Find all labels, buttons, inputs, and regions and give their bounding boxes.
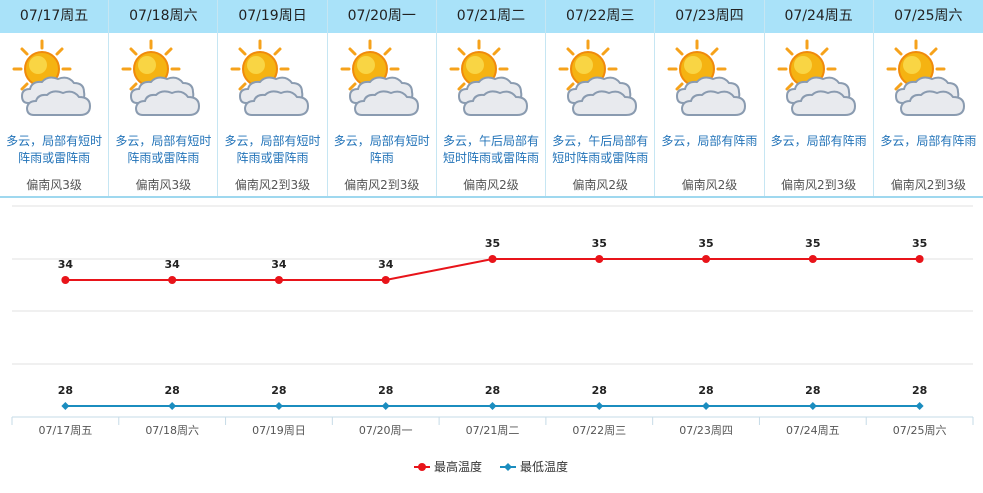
high-temp-label: 35 — [698, 237, 713, 250]
wind-info: 偏南风2级 — [572, 178, 629, 192]
low-temp-point — [702, 402, 711, 410]
daily-forecast-strip: 07/17周五 多云，局部有短时阵雨或雷阵雨 偏南风3级 07/18周六 多云，… — [0, 0, 983, 198]
low-temp-point — [595, 402, 604, 410]
low-temp-label: 28 — [271, 384, 286, 397]
legend-low-label: 最低温度 — [520, 459, 568, 474]
weather-description: 多云，局部有短时阵雨或雷阵雨 — [224, 134, 321, 165]
high-temp-label: 35 — [805, 237, 820, 250]
high-temp-point — [808, 255, 817, 263]
day-column: 07/22周三 多云，午后局部有短时阵雨或雷阵雨 偏南风2级 — [546, 0, 656, 196]
weather-description: 多云，局部有阵雨 — [880, 134, 977, 148]
day-date: 07/19周日 — [218, 0, 327, 33]
day-column: 07/19周日 多云，局部有短时阵雨或雷阵雨 偏南风2到3级 — [218, 0, 328, 196]
day-column: 07/17周五 多云，局部有短时阵雨或雷阵雨 偏南风3级 — [0, 0, 110, 196]
low-temp-point — [168, 402, 177, 410]
high-temp-point — [381, 276, 390, 284]
high-temp-point — [915, 255, 924, 263]
low-temp-point — [381, 402, 390, 410]
temperature-chart: 07/17周五 07/18周六 07/19周日 07/20周一 07/21周二 07/22… — [11, 205, 974, 474]
low-temp-point — [808, 402, 817, 410]
legend-low-marker — [504, 463, 512, 471]
partly-cloudy-sun-icon — [667, 39, 753, 119]
low-temp-label: 28 — [805, 384, 820, 397]
x-tick-label: 07/20周一 — [359, 424, 413, 437]
low-temp-point — [488, 402, 497, 410]
day-column: 07/18周六 多云，局部有短时阵雨或雷阵雨 偏南风3级 — [109, 0, 219, 196]
x-tick-label: 07/21周二 — [466, 424, 520, 437]
low-temp-point — [61, 402, 70, 410]
day-column: 07/24周五 多云，局部有阵雨 偏南风2到3级 — [764, 0, 874, 196]
day-date: 07/21周二 — [436, 0, 546, 33]
low-temp-label: 28 — [592, 384, 607, 397]
partly-cloudy-sun-icon — [230, 39, 316, 119]
day-date: 07/17周五 — [0, 0, 109, 33]
partly-cloudy-sun-icon — [777, 39, 863, 119]
day-date: 07/23周四 — [655, 0, 764, 33]
wind-info: 偏南风2级 — [681, 178, 738, 192]
legend-high-marker — [418, 463, 426, 471]
high-temp-label: 34 — [58, 258, 74, 271]
high-temp-label: 34 — [271, 258, 287, 271]
day-date: 07/20周一 — [327, 0, 436, 33]
x-tick-label: 07/23周四 — [679, 424, 733, 437]
low-temp-label: 28 — [378, 384, 393, 397]
wind-info: 偏南风2级 — [463, 178, 519, 192]
wind-info: 偏南风2到3级 — [781, 178, 857, 192]
weather-description: 多云，局部有阵雨 — [770, 134, 867, 148]
weather-description: 多云，局部有短时阵雨或雷阵雨 — [6, 134, 103, 165]
high-temp-point — [274, 276, 283, 284]
day-date: 07/18周六 — [109, 0, 218, 33]
low-temp-label: 28 — [912, 384, 927, 397]
day-date: 07/24周五 — [764, 0, 873, 33]
weather-description: 多云，午后局部有短时阵雨或雷阵雨 — [552, 134, 649, 165]
day-column: 07/21周二 多云，午后局部有短时阵雨或雷阵雨 偏南风2级 — [436, 0, 547, 196]
high-temp-point — [61, 276, 70, 284]
wind-info: 偏南风2到3级 — [344, 178, 420, 192]
x-tick-label: 07/18周六 — [145, 424, 199, 437]
day-date: 07/22周三 — [546, 0, 655, 33]
high-temp-point — [488, 255, 497, 263]
low-temp-point — [274, 402, 283, 410]
low-temp-point — [915, 402, 924, 410]
high-temp-point — [595, 255, 604, 263]
high-temp-label: 35 — [592, 237, 607, 250]
partly-cloudy-sun-icon — [886, 39, 972, 119]
partly-cloudy-sun-icon — [121, 39, 207, 119]
low-temp-label: 28 — [58, 384, 73, 397]
day-column: 07/20周一 多云，局部有短时阵雨 偏南风2到3级 — [327, 0, 437, 196]
x-tick-label: 07/24周五 — [786, 424, 840, 437]
high-temp-point — [702, 255, 711, 263]
wind-info: 偏南风2到3级 — [234, 178, 311, 192]
high-temp-point — [168, 276, 177, 284]
day-column: 07/23周四 多云，局部有阵雨 偏南风2级 — [655, 0, 765, 196]
day-date: 07/25周六 — [873, 0, 983, 33]
weather-description: 多云，午后局部有短时阵雨或雷阵雨 — [442, 134, 539, 165]
weather-description: 多云，局部有短时阵雨 — [333, 134, 430, 165]
x-tick-label: 07/17周五 — [39, 424, 93, 437]
partly-cloudy-sun-icon — [12, 39, 98, 119]
high-temp-label: 34 — [165, 258, 181, 271]
partly-cloudy-sun-icon — [340, 39, 426, 119]
wind-info: 偏南风3级 — [135, 178, 192, 192]
wind-info: 偏南风2到3级 — [890, 178, 966, 192]
x-tick-label: 07/22周三 — [572, 424, 626, 437]
x-tick-label: 07/19周日 — [252, 424, 306, 437]
low-temp-label: 28 — [485, 384, 500, 397]
wind-info: 偏南风3级 — [26, 178, 82, 192]
high-temp-label: 34 — [378, 258, 394, 271]
low-temp-label: 28 — [698, 384, 713, 397]
weather-description: 多云，局部有阵雨 — [661, 134, 758, 148]
legend-high-label: 最高温度 — [434, 459, 482, 474]
partly-cloudy-sun-icon — [558, 39, 644, 119]
high-temp-label: 35 — [912, 237, 927, 250]
low-temp-label: 28 — [165, 384, 180, 397]
partly-cloudy-sun-icon — [449, 39, 535, 119]
high-temp-label: 35 — [485, 237, 500, 250]
day-column: 07/25周六 多云，局部有阵雨 偏南风2到3级 — [873, 0, 983, 196]
x-tick-label: 07/25周六 — [893, 424, 947, 437]
weather-description: 多云，局部有短时阵雨或雷阵雨 — [115, 134, 212, 165]
